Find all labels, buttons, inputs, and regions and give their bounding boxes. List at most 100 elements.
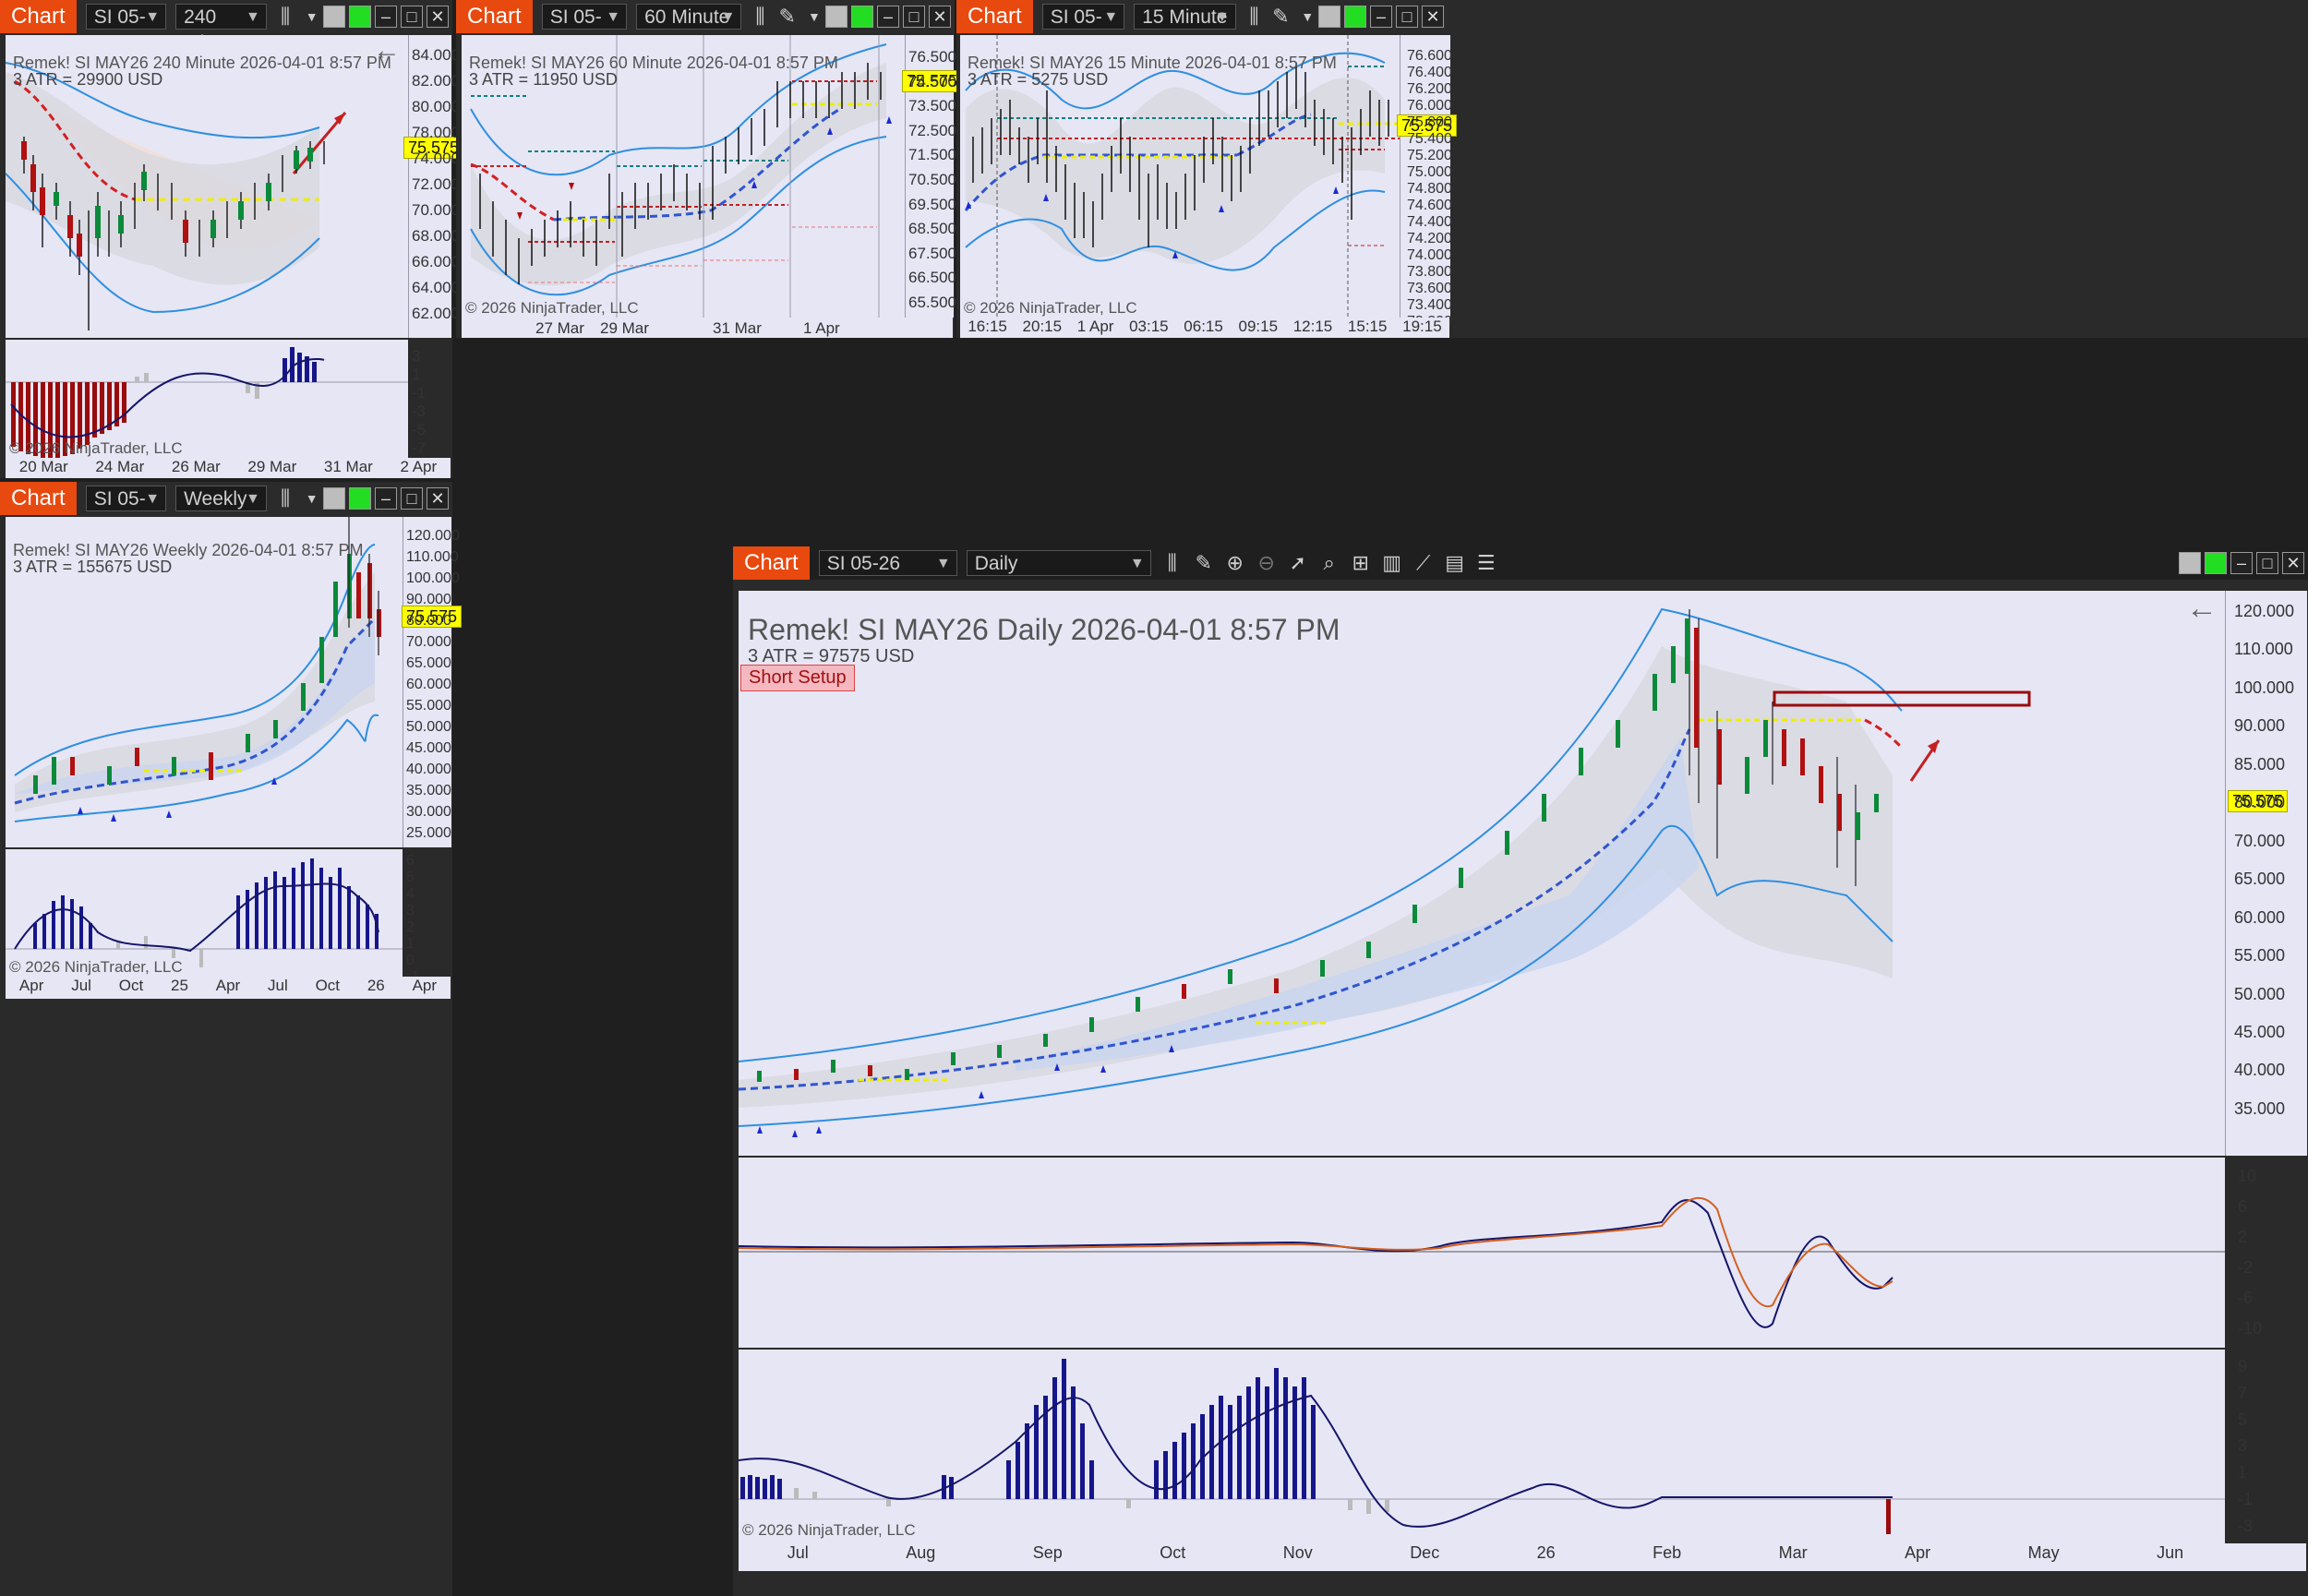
bar-type-icon[interactable]: ⫼ (281, 486, 291, 510)
minimize-icon[interactable]: – (375, 487, 397, 510)
link-green-button[interactable] (349, 6, 371, 28)
zoom-in-icon[interactable]: ⊕ (1226, 551, 1244, 574)
chevron-down-icon: ▼ (145, 9, 161, 25)
macd-plot[interactable] (739, 1158, 2225, 1348)
link-green-button[interactable] (1344, 6, 1366, 28)
x-tick: Oct (315, 977, 341, 994)
x-tick: Mar (1778, 1543, 1808, 1562)
osc-tick: 1 (412, 366, 421, 383)
y-tick: 40.000 (406, 762, 451, 777)
bar-type-icon[interactable]: ⫼ (1167, 551, 1177, 574)
link-grey-button[interactable] (825, 6, 848, 28)
pencil-icon[interactable]: ✎ (778, 5, 796, 28)
y-tick: 40.000 (2234, 1061, 2286, 1080)
indicators-icon[interactable]: ▥ (1382, 551, 1402, 574)
timeframe-selector[interactable]: Weekly ▼ (175, 486, 267, 511)
close-icon[interactable]: ✕ (427, 487, 449, 510)
properties-icon[interactable]: ⊞ (1352, 551, 1369, 574)
link-green-button[interactable] (851, 6, 874, 28)
price-plot[interactable]: Remek! SI MAY26 240 Minute 2026-04-01 8:… (6, 35, 408, 338)
close-icon[interactable]: ✕ (427, 6, 449, 28)
pencil-icon[interactable]: ✎ (1272, 5, 1290, 28)
minimize-icon[interactable]: – (375, 6, 397, 28)
chevron-down-icon[interactable]: ▼ (808, 9, 821, 24)
instrument-selector[interactable]: SI 05-26▼ (818, 550, 957, 576)
y-tick: 74.800 (1407, 181, 1452, 197)
list-icon[interactable]: ☰ (1476, 551, 1496, 574)
chevron-down-icon[interactable]: ▼ (305, 9, 319, 24)
price-plot[interactable]: Remek! SI MAY26 60 Minute 2026-04-01 8:5… (462, 35, 905, 318)
price-plot[interactable]: Remek! SI MAY26 Weekly 2026-04-01 8:57 P… (6, 517, 403, 847)
chevron-down-icon: ▼ (606, 9, 621, 25)
minimize-icon[interactable]: – (2230, 552, 2253, 574)
maximize-icon[interactable]: □ (903, 6, 926, 28)
time-axis[interactable]: Jul Aug Sep Oct Nov Dec 26 Feb Mar Apr May Jun (739, 1543, 2306, 1571)
oscillator-plot[interactable]: © 2026 NinjaTrader, LLC (6, 849, 403, 977)
minimize-icon[interactable]: – (1370, 6, 1392, 28)
oscillator-plot[interactable]: © 2026 NinjaTrader, LLC (739, 1350, 2225, 1543)
timeframe-selector[interactable]: 60 Minute ▼ (636, 4, 742, 30)
minimize-icon[interactable]: – (877, 6, 900, 28)
x-tick: Apr (215, 977, 241, 994)
close-icon[interactable]: ✕ (929, 6, 952, 28)
chart-tab[interactable]: Chart (0, 482, 77, 515)
maximize-icon[interactable]: □ (401, 487, 423, 510)
oscillator-plot[interactable]: © 2026 NinjaTrader, LLC (6, 340, 408, 458)
link-grey-button[interactable] (1318, 6, 1340, 28)
timeframe-selector[interactable]: 240 Minute▼ (175, 4, 267, 54)
chart-tab[interactable]: Chart (956, 0, 1033, 33)
chart-tab[interactable]: Chart (0, 0, 77, 33)
price-plot[interactable]: Remek! SI MAY26 Daily 2026-04-01 8:57 PM… (739, 591, 2225, 1156)
bar-type-icon[interactable]: ⫼ (281, 5, 291, 28)
y-tick: 66.000 (412, 253, 460, 270)
link-grey-button[interactable] (2179, 552, 2201, 574)
pointer-icon[interactable]: ➚ (1289, 551, 1306, 574)
strategies-icon[interactable]: ⟋ (1415, 551, 1431, 574)
time-axis[interactable]: 20 Mar 24 Mar 26 Mar 29 Mar 31 Mar 2 Apr (6, 458, 451, 478)
link-green-button[interactable] (2205, 552, 2227, 574)
data-box-icon[interactable]: ⌕ (1323, 551, 1335, 574)
price-axis[interactable]: 75.575 (2225, 591, 2307, 1156)
chart-tab[interactable]: Chart (733, 546, 810, 580)
osc-tick: 3 (412, 347, 421, 365)
link-green-button[interactable] (349, 487, 371, 510)
price-plot[interactable]: Remek! SI MAY26 15 Minute 2026-04-01 8:5… (960, 35, 1400, 318)
maximize-icon[interactable]: □ (2256, 552, 2278, 574)
instrument-selector[interactable]: SI 05-26▼ (85, 486, 167, 535)
short-setup-badge[interactable]: Short Setup (740, 665, 855, 691)
maximize-icon[interactable]: □ (401, 6, 423, 28)
templates-icon[interactable]: ▤ (1445, 551, 1465, 574)
timeframe-selector[interactable]: 15 Minute ▼ (1134, 4, 1236, 30)
close-icon[interactable]: ✕ (1422, 6, 1444, 28)
bar-type-icon[interactable]: ⫼ (755, 5, 765, 28)
osc-tick: 3 (406, 903, 415, 918)
pencil-icon[interactable]: ✎ (1195, 551, 1212, 574)
chart-toolbar: Chart SI 05-26▼ 60 Minute▼ ⫼ ✎ ▼ – □ ✕ (456, 0, 955, 54)
chart-tab[interactable]: Chart (456, 0, 533, 33)
zoom-out-icon[interactable]: ⊖ (1257, 551, 1275, 574)
price-axis[interactable]: 75.575 (403, 35, 464, 338)
time-axis[interactable]: 16:15 20:15 1 Apr 03:15 06:15 09:15 12:15 15:15… (960, 318, 1449, 338)
price-axis[interactable]: 75.575 (1397, 35, 1458, 318)
macd-tick: -2 (2238, 1258, 2254, 1277)
price-axis[interactable]: 75.575 (402, 517, 463, 847)
time-axis[interactable]: Apr Jul Oct 25 Apr Jul Oct 26 Apr (6, 977, 451, 999)
back-arrow-icon[interactable]: ← (2186, 591, 2218, 626)
time-axis[interactable]: 27 Mar 29 Mar 31 Mar 1 Apr (462, 318, 953, 338)
instrument-selector[interactable]: SI 05-26▼ (1041, 4, 1125, 54)
instrument-selector[interactable]: SI 05-26▼ (541, 4, 628, 54)
price-axis[interactable]: 75.575 (902, 35, 963, 318)
chevron-down-icon[interactable]: ▼ (1301, 9, 1315, 24)
link-grey-button[interactable] (323, 487, 345, 510)
maximize-icon[interactable]: □ (1396, 6, 1418, 28)
timeframe-selector[interactable]: Daily ▼ (966, 550, 1151, 576)
close-icon[interactable]: ✕ (2282, 552, 2304, 574)
bar-type-icon[interactable]: ⫼ (1249, 5, 1259, 28)
y-tick: 75.800 (1407, 114, 1452, 130)
link-grey-button[interactable] (323, 6, 345, 28)
instrument-selector[interactable]: SI 05-26▼ (85, 4, 167, 54)
copyright: © 2026 NinjaTrader, LLC (742, 1521, 916, 1539)
chevron-down-icon[interactable]: ▼ (305, 491, 319, 506)
back-arrow-icon[interactable]: ← (373, 35, 401, 66)
oscillator-svg (6, 858, 403, 967)
